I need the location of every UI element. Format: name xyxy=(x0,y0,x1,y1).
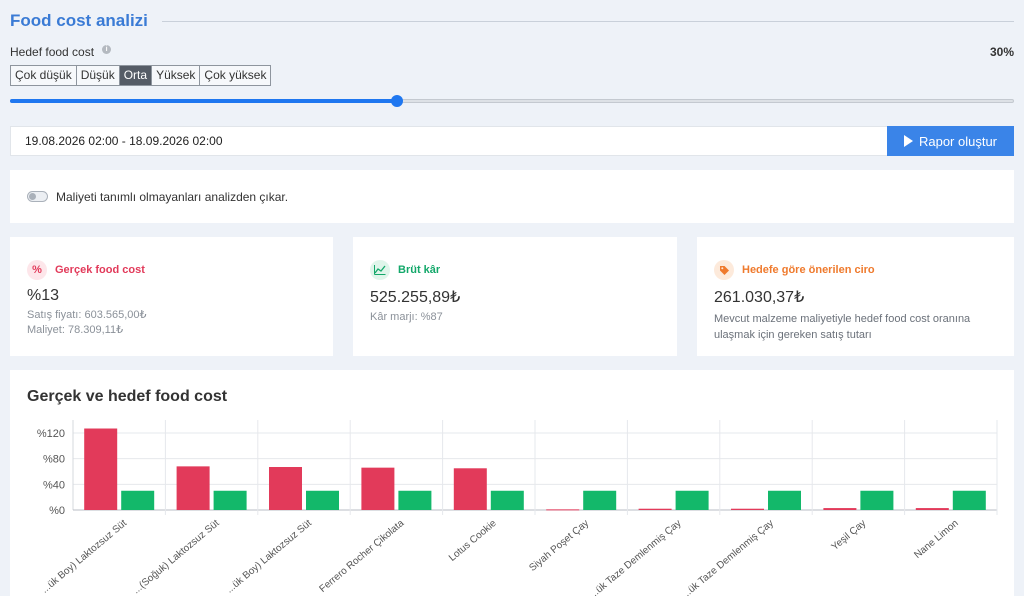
actual-food-cost-bar xyxy=(546,509,580,511)
suggested-revenue-card-title: Hedefe göre önerilen ciro xyxy=(742,264,875,276)
y-tick-label: %0 xyxy=(49,505,65,517)
actual-food-cost-bar xyxy=(84,428,118,510)
tag-icon xyxy=(714,260,734,280)
suggested-revenue-card: Hedefe göre önerilen ciro 261.030,37₺ Me… xyxy=(697,237,1014,356)
actual-food-cost-bar xyxy=(638,508,672,510)
date-range-input[interactable] xyxy=(10,126,887,156)
level-option-button[interactable]: Orta xyxy=(119,66,153,85)
target-food-cost-value: 30% xyxy=(989,45,1014,59)
target-level-segmented-control: Çok düşük Düşük Orta Yüksek Çok yüksek xyxy=(10,65,272,86)
target-food-cost-bar xyxy=(398,490,432,510)
info-icon[interactable]: i xyxy=(102,44,112,54)
x-tick-label: Nane Limon xyxy=(912,518,960,561)
page-title: Food cost analizi xyxy=(10,11,148,30)
actual-food-cost-bar xyxy=(176,466,210,510)
food-cost-card: % Gerçek food cost %13 Satış fiyatı: 603… xyxy=(10,237,333,356)
actual-food-cost-bar xyxy=(731,508,764,510)
exclude-uncosted-toggle[interactable] xyxy=(27,191,48,202)
x-tick-label: ...(Soğuk) Laktozsuz Süt xyxy=(131,518,222,596)
target-food-cost-slider[interactable] xyxy=(10,95,1014,107)
generate-report-label: Rapor oluştur xyxy=(918,133,998,149)
x-tick-label: Yeşil Çay xyxy=(830,518,869,553)
food-cost-chart-card: Gerçek ve hedef food cost %0 %40 %80 %120..… xyxy=(10,370,1014,596)
y-tick-label: %120 xyxy=(37,428,65,440)
play-icon xyxy=(903,135,913,147)
y-tick-label: %80 xyxy=(43,454,65,466)
chart-line-icon xyxy=(370,260,390,280)
slider-handle[interactable] xyxy=(390,95,403,107)
level-option-button[interactable]: Çok yüksek xyxy=(200,66,271,85)
gross-profit-card-title: Brüt kâr xyxy=(398,264,441,276)
actual-food-cost-bar xyxy=(269,467,302,510)
title-divider xyxy=(161,20,1014,22)
cost-text: Maliyet: 78.309,11₺ xyxy=(27,324,124,336)
sale-price-text: Satış fiyatı: 603.565,00₺ xyxy=(27,309,147,321)
suggested-revenue-description: Mevcut malzeme maliyetiyle hedef food co… xyxy=(714,313,971,341)
x-tick-label: ...ük Taze Demlenmiş Çay xyxy=(588,518,684,596)
exclude-toggle-card: Maliyeti tanımlı olmayanları analizden ç… xyxy=(10,170,1014,223)
level-option-button[interactable]: Düşük xyxy=(76,66,120,85)
x-tick-label: Ferrero Rocher Çikolata xyxy=(318,518,407,595)
target-food-cost-bar xyxy=(675,490,709,510)
target-food-cost-label: Hedef food cost xyxy=(10,45,95,59)
slider-fill xyxy=(10,99,397,103)
toggle-knob xyxy=(29,193,36,200)
gross-profit-card: Brüt kâr 525.255,89₺ Kâr marjı: %87 xyxy=(353,237,677,356)
food-cost-card-title: Gerçek food cost xyxy=(55,264,145,276)
target-food-cost-bar xyxy=(583,490,617,510)
x-tick-label: Lotus Cookie xyxy=(447,518,499,564)
suggested-revenue-value: 261.030,37₺ xyxy=(714,289,805,306)
x-tick-label: Siyah Poşet Çay xyxy=(527,518,591,574)
exclude-uncosted-label: Maliyeti tanımlı olmayanları analizden ç… xyxy=(56,189,289,204)
actual-food-cost-bar xyxy=(823,508,857,510)
target-food-cost-row: Hedef food cost i 30% xyxy=(10,44,1014,60)
food-cost-value: %13 xyxy=(27,287,60,304)
gross-profit-value: 525.255,89₺ xyxy=(370,289,461,306)
level-option-button[interactable]: Çok düşük xyxy=(11,66,77,85)
x-tick-label: ...ük Taze Demlenmiş Çay xyxy=(680,518,776,596)
target-food-cost-bar xyxy=(768,490,801,510)
target-food-cost-bar xyxy=(860,490,894,510)
target-food-cost-bar xyxy=(213,490,247,510)
target-food-cost-bar xyxy=(121,490,155,510)
level-option-button[interactable]: Yüksek xyxy=(152,66,201,85)
chart-title: Gerçek ve hedef food cost xyxy=(27,388,228,405)
x-tick-label: ...ük Boy) Laktozsuz Süt xyxy=(39,518,129,596)
y-tick-label: %40 xyxy=(43,479,65,491)
actual-food-cost-bar xyxy=(361,467,395,510)
profit-margin-text: Kâr marjı: %87 xyxy=(370,311,443,323)
target-food-cost-bar xyxy=(952,490,986,510)
report-controls: Rapor oluştur xyxy=(10,126,1014,156)
x-tick-label: ...ük Boy) Laktozsuz Süt xyxy=(224,518,314,596)
page-header: Food cost analizi xyxy=(10,10,1014,32)
actual-food-cost-bar xyxy=(453,468,487,510)
food-cost-bar-chart: %0 %40 %80 %120 ...ük Boy) Laktozsuz Süt ...(… xyxy=(37,420,998,596)
target-food-cost-bar xyxy=(490,490,524,510)
target-food-cost-bar xyxy=(306,490,339,510)
generate-report-button[interactable]: Rapor oluştur xyxy=(887,126,1014,156)
percent-icon: % xyxy=(27,260,47,280)
actual-food-cost-bar xyxy=(915,508,949,510)
